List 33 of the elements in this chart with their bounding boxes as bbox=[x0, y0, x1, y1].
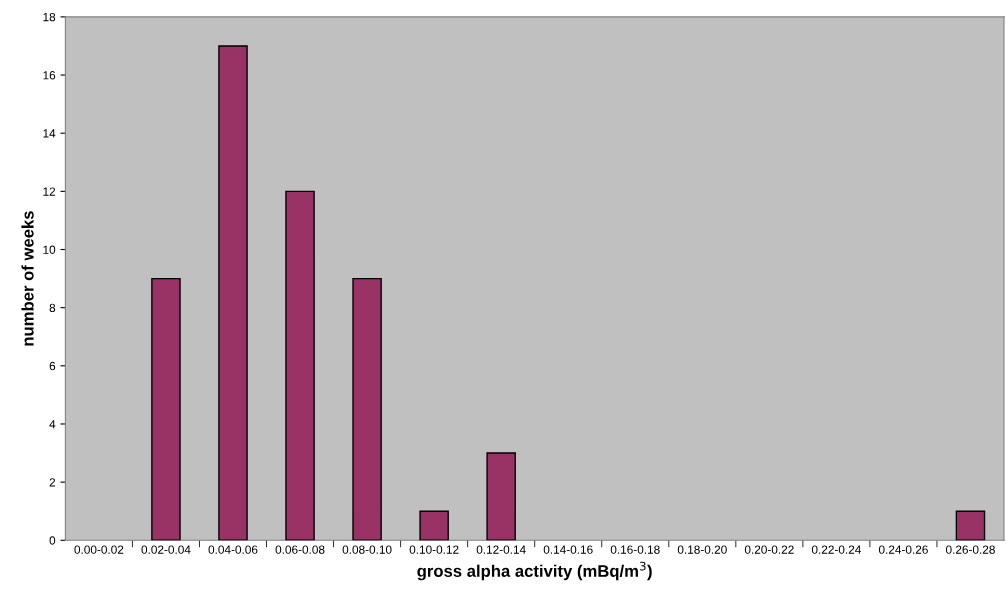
x-tick-label: 0.10-0.12 bbox=[409, 545, 459, 554]
x-tick-label: 0.02-0.04 bbox=[141, 545, 191, 554]
bar bbox=[419, 510, 449, 541]
x-tick-label: 0.06-0.08 bbox=[275, 545, 325, 554]
y-tick-label: 18 bbox=[43, 12, 56, 22]
bar bbox=[486, 452, 516, 541]
x-tick-label: 0.24-0.26 bbox=[878, 545, 928, 554]
x-axis-title: gross alpha activity (mBq/m$^{3}$) bbox=[417, 561, 652, 581]
bar bbox=[151, 277, 181, 541]
x-tick-label: 0.18-0.20 bbox=[677, 545, 727, 554]
y-tick-label: 8 bbox=[49, 303, 56, 313]
y-tick-label: 14 bbox=[43, 129, 56, 138]
x-tick-label: 0.20-0.22 bbox=[744, 545, 794, 554]
bar bbox=[955, 510, 986, 541]
y-tick-label: 0 bbox=[49, 536, 56, 545]
y-axis-title: number of weeks bbox=[21, 211, 34, 346]
y-tick-label: 10 bbox=[43, 245, 56, 254]
y-tick-label: 12 bbox=[43, 187, 56, 196]
x-tick-label: 0.26-0.28 bbox=[945, 545, 995, 554]
x-tick-label: 0.04-0.06 bbox=[208, 545, 258, 554]
y-tick-label: 16 bbox=[43, 71, 56, 80]
y-tick-label: 2 bbox=[49, 478, 56, 487]
y-tick-label: 6 bbox=[49, 361, 56, 371]
x-tick-label: 0.14-0.16 bbox=[543, 545, 593, 554]
bar bbox=[218, 45, 248, 541]
x-tick-label: 0.00-0.02 bbox=[74, 545, 124, 554]
bar bbox=[285, 190, 315, 541]
x-tick-label: 0.22-0.24 bbox=[811, 545, 861, 554]
x-tick-label: 0.12-0.14 bbox=[476, 545, 526, 554]
x-tick-label: 0.08-0.10 bbox=[342, 545, 392, 554]
bar bbox=[352, 277, 382, 541]
y-tick-label: 4 bbox=[49, 420, 56, 429]
x-tick-label: 0.16-0.18 bbox=[610, 545, 660, 554]
